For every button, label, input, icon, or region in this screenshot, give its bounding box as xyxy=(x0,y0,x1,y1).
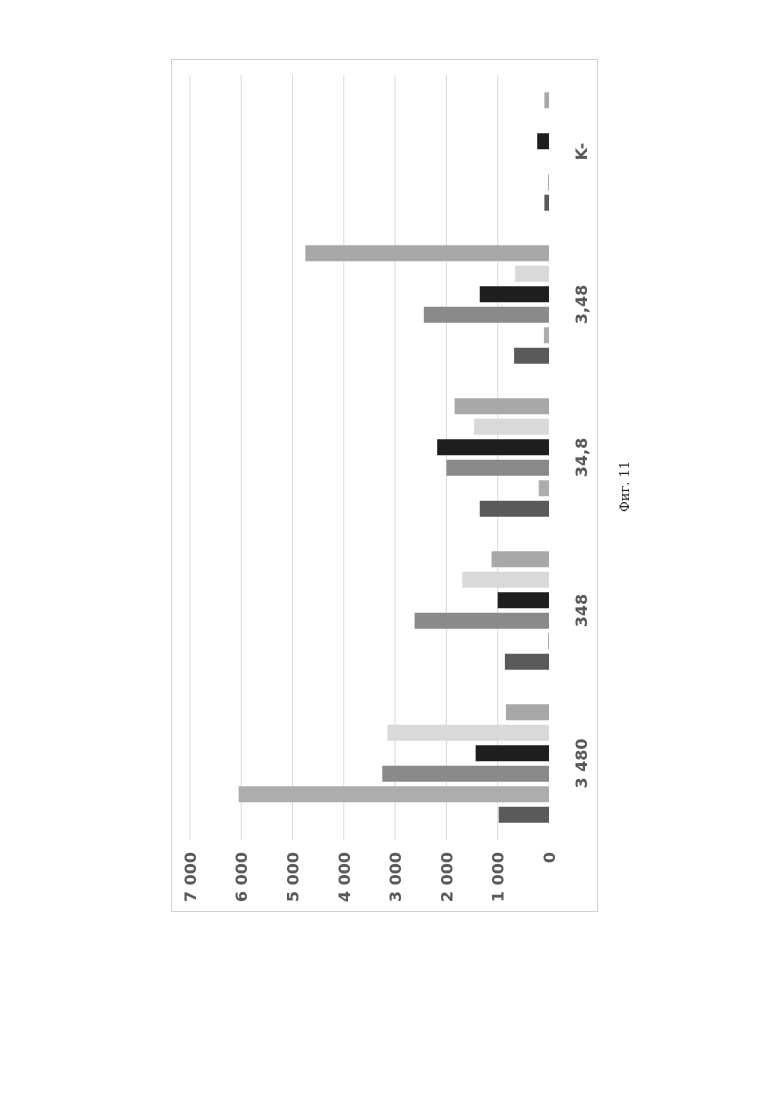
category-labels: 3 480 348 34,8 3,48 K- xyxy=(572,143,591,789)
y-tick-label: 3 000 xyxy=(386,852,405,902)
bar xyxy=(424,307,549,323)
bar xyxy=(480,286,549,302)
category-label: 34,8 xyxy=(572,438,591,477)
bar xyxy=(506,704,549,720)
y-tick-label: 0 xyxy=(540,852,559,863)
category-label: 3,48 xyxy=(572,285,591,324)
bar xyxy=(415,613,549,629)
y-tick-label: 1 000 xyxy=(489,852,508,902)
bar xyxy=(305,245,549,261)
figure-caption-text: Фиг. 11 xyxy=(618,461,633,512)
bar xyxy=(548,633,549,649)
bar xyxy=(492,551,549,567)
y-axis-tick-labels: 0 1 000 2 000 3 000 4 000 5 000 6 000 7 000 xyxy=(181,852,559,902)
bar xyxy=(548,174,549,190)
y-tick-label: 6 000 xyxy=(232,852,251,902)
y-tick-label: 2 000 xyxy=(437,852,456,902)
bar xyxy=(498,592,549,608)
figure-caption: Фиг. 11 xyxy=(618,460,640,520)
y-tick-label: 4 000 xyxy=(335,852,354,902)
bar xyxy=(505,654,549,670)
bar xyxy=(437,439,549,455)
category-label: 348 xyxy=(572,594,591,627)
y-tick-label: 7 000 xyxy=(181,852,200,902)
bar xyxy=(537,133,549,149)
category-label: 3 480 xyxy=(572,738,591,788)
bar xyxy=(539,480,549,496)
bar xyxy=(455,398,549,414)
bar-chart: 0 1 000 2 000 3 000 4 000 5 000 6 000 7 000 3 4… xyxy=(172,60,599,913)
bar xyxy=(382,766,549,782)
bars xyxy=(239,92,549,823)
bar xyxy=(514,348,549,364)
bar xyxy=(462,572,549,588)
chart-frame: 0 1 000 2 000 3 000 4 000 5 000 6 000 7 000 3 4… xyxy=(171,59,598,912)
y-tick-label: 5 000 xyxy=(284,852,303,902)
bar xyxy=(239,786,549,802)
bar xyxy=(544,327,549,343)
bar xyxy=(480,501,549,517)
bar xyxy=(387,725,549,741)
bar xyxy=(544,195,549,211)
bar xyxy=(515,266,549,282)
bar xyxy=(544,92,549,108)
bar xyxy=(446,460,549,476)
bar xyxy=(474,419,549,435)
bar xyxy=(499,807,549,823)
category-label: K- xyxy=(572,143,591,161)
bar xyxy=(476,745,549,761)
